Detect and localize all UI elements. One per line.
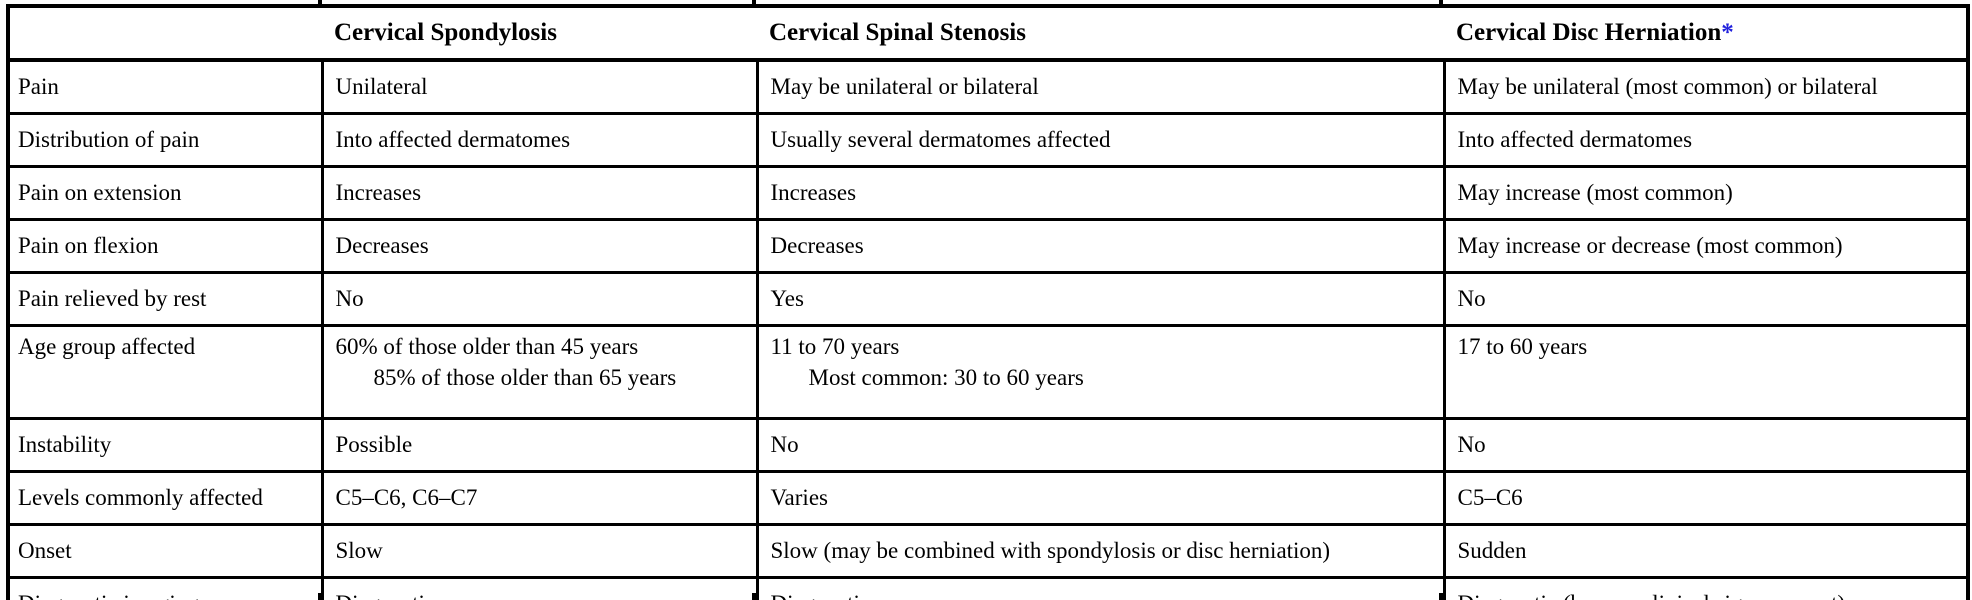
top-divider-stub: [1439, 0, 1443, 7]
cell-line: No: [335, 286, 364, 312]
row-label: Pain on extension: [6, 165, 324, 221]
cell-herniation: 17 to 60 years: [1442, 324, 1970, 420]
cell-line: May increase or decrease (most common): [1457, 233, 1843, 259]
cell-line: Diagnostic: [336, 588, 750, 600]
cell-line: 11 to 70 years: [770, 334, 900, 359]
cell-line: Most common: 30 to 60 years: [808, 365, 1084, 391]
cell-spondylosis: Slow: [320, 523, 759, 579]
cell-herniation: Diagnostic (be sure clinical signs suppo…: [1442, 576, 1970, 600]
cell-line: C5–C6: [1457, 485, 1523, 511]
top-divider-stub: [318, 0, 322, 7]
footnote-asterisk: *: [1721, 19, 1734, 47]
table-row-extension: Pain on extension Increases Increases Ma…: [6, 165, 1970, 221]
cell-line: Decreases: [335, 233, 429, 259]
top-divider-stub: [752, 0, 756, 7]
cell-line: Yes: [770, 286, 804, 312]
cell-herniation: No: [1442, 271, 1970, 327]
row-label: Onset: [6, 523, 324, 579]
cell-stenosis: Varies: [755, 470, 1446, 526]
table-row-imaging: Diagnostic imaging Diagnostic Diagnostic…: [6, 576, 1970, 600]
cell-line: Slow (may be combined with spondylosis o…: [770, 538, 1331, 564]
cell-herniation: C5–C6: [1442, 470, 1970, 526]
table-row-age: Age group affected 60% of those older th…: [6, 324, 1970, 420]
cell-stenosis: Diagnostic: [755, 576, 1446, 600]
cell-spondylosis: Possible: [320, 417, 759, 473]
table-row-flexion: Pain on flexion Decreases Decreases May …: [6, 218, 1970, 274]
header-row: Cervical Spondylosis Cervical Spinal Ste…: [6, 4, 1970, 62]
cell-herniation: May be unilateral (most common) or bilat…: [1442, 58, 1970, 115]
row-label: Age group affected: [6, 324, 324, 420]
row-label: Pain: [6, 58, 324, 115]
table-row-levels: Levels commonly affected C5–C6, C6–C7 Va…: [6, 470, 1970, 526]
cell-line: No: [1457, 432, 1486, 458]
cell-spondylosis: Into affected dermatomes: [320, 112, 759, 168]
cell-line: Diagnostic: [771, 588, 1437, 600]
cell-line: Slow: [335, 538, 383, 564]
cell-stenosis: Increases: [755, 165, 1446, 221]
cell-herniation: May increase or decrease (most common): [1442, 218, 1970, 274]
cell-line: May be unilateral (most common) or bilat…: [1457, 74, 1878, 100]
column-header-herniation: Cervical Disc Herniation*: [1444, 4, 1970, 62]
table-row-pain: Pain Unilateral May be unilateral or bil…: [6, 58, 1970, 115]
column-header-blank: [6, 4, 322, 62]
row-label: Levels commonly affected: [6, 470, 324, 526]
cell-line: Sudden: [1457, 538, 1527, 564]
cell-line: May increase (most common): [1457, 180, 1733, 206]
row-label: Pain relieved by rest: [6, 271, 324, 327]
column-header-stenosis: Cervical Spinal Stenosis: [757, 4, 1444, 62]
table-row-onset: Onset Slow Slow (may be combined with sp…: [6, 523, 1970, 579]
cell-stenosis: Decreases: [755, 218, 1446, 274]
cell-spondylosis: Increases: [320, 165, 759, 221]
cell-line: May be unilateral or bilateral: [770, 74, 1039, 100]
row-label: Instability: [6, 417, 324, 473]
cell-line: No: [1457, 286, 1486, 312]
cell-line: 85% of those older than 65 years: [373, 365, 677, 391]
cell-line: Into affected dermatomes: [1457, 127, 1693, 153]
cell-line: Increases: [770, 180, 857, 206]
cell-line: Into affected dermatomes: [335, 127, 571, 153]
cell-line: Unilateral: [335, 74, 428, 100]
cell-spondylosis: No: [320, 271, 759, 327]
cell-line: C5–C6, C6–C7: [335, 485, 478, 511]
cell-stenosis: No: [755, 417, 1446, 473]
cell-line: Usually several dermatomes affected: [770, 127, 1111, 153]
comparison-table: Cervical Spondylosis Cervical Spinal Ste…: [6, 4, 1970, 600]
cell-herniation: Sudden: [1442, 523, 1970, 579]
cell-stenosis: Yes: [755, 271, 1446, 327]
cell-line: No: [770, 432, 799, 458]
cell-line: Diagnostic (be sure clinical signs suppo…: [1458, 588, 1961, 600]
cell-stenosis: 11 to 70 years Most common: 30 to 60 yea…: [755, 324, 1446, 420]
cell-line: Decreases: [770, 233, 864, 259]
cell-line: 17 to 60 years: [1457, 334, 1588, 359]
cell-stenosis: Slow (may be combined with spondylosis o…: [755, 523, 1446, 579]
cell-line: Possible: [335, 432, 413, 458]
cell-spondylosis: Decreases: [320, 218, 759, 274]
cell-herniation: May increase (most common): [1442, 165, 1970, 221]
table-row-rest: Pain relieved by rest No Yes No: [6, 271, 1970, 327]
table-row-distribution: Distribution of pain Into affected derma…: [6, 112, 1970, 168]
row-label: Diagnostic imaging: [6, 576, 324, 600]
row-label: Pain on flexion: [6, 218, 324, 274]
cell-line: Increases: [335, 180, 422, 206]
cell-spondylosis: Unilateral: [320, 58, 759, 115]
cell-stenosis: Usually several dermatomes affected: [755, 112, 1446, 168]
cell-herniation: No: [1442, 417, 1970, 473]
column-header-spondylosis: Cervical Spondylosis: [322, 4, 757, 62]
cell-spondylosis: Diagnostic: [320, 576, 759, 600]
cell-herniation: Into affected dermatomes: [1442, 112, 1970, 168]
cell-spondylosis: C5–C6, C6–C7: [320, 470, 759, 526]
cell-line: 60% of those older than 45 years: [335, 334, 639, 359]
cell-line: Varies: [770, 485, 828, 511]
cell-stenosis: May be unilateral or bilateral: [755, 58, 1446, 115]
row-label: Distribution of pain: [6, 112, 324, 168]
column-header-herniation-label: Cervical Disc Herniation: [1456, 19, 1722, 47]
table-row-instability: Instability Possible No No: [6, 417, 1970, 473]
cell-spondylosis: 60% of those older than 45 years 85% of …: [320, 324, 759, 420]
